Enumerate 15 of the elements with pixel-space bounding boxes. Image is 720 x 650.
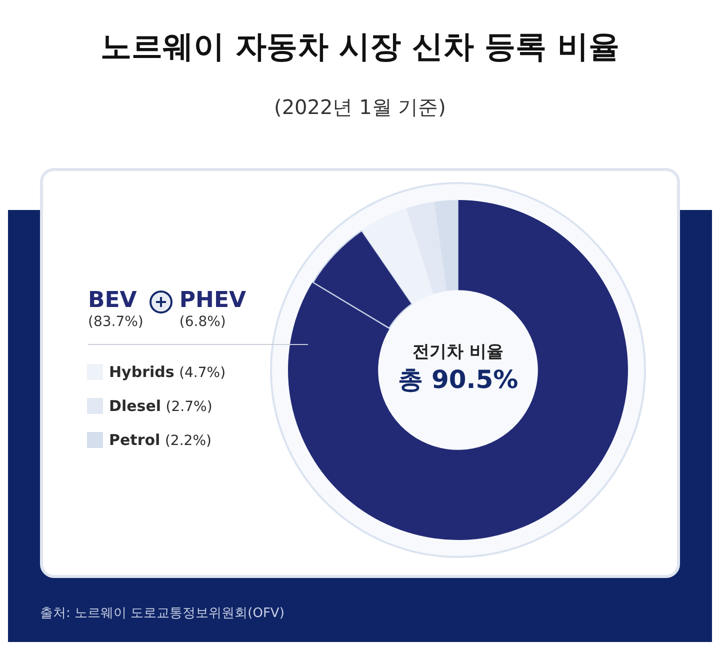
data-label: (2.2%) bbox=[164, 433, 212, 449]
legend-label: Hybrids bbox=[109, 363, 174, 381]
text: 총 90.5% bbox=[396, 364, 520, 396]
slice-label: BEV bbox=[88, 288, 138, 314]
text: 전기차 비율 bbox=[412, 341, 504, 363]
chart-title: 노르웨이 자동차 시장 신차 등록 비율 bbox=[100, 28, 620, 67]
data-label: (4.7%) bbox=[179, 365, 226, 381]
data-label: (83.7%) bbox=[88, 314, 144, 330]
data-label: (6.8%) bbox=[179, 314, 227, 330]
chart-subtitle: (2022년 1월 기준) bbox=[273, 94, 447, 121]
legend-label: Dlesel bbox=[109, 397, 162, 415]
data-label: (2.7%) bbox=[166, 399, 212, 415]
source-note: 출처: 노르웨이 도로교통정보위원회(OFV) bbox=[40, 605, 284, 622]
legend-label: PHEV bbox=[179, 288, 246, 314]
legend-label: Petrol bbox=[109, 431, 160, 449]
